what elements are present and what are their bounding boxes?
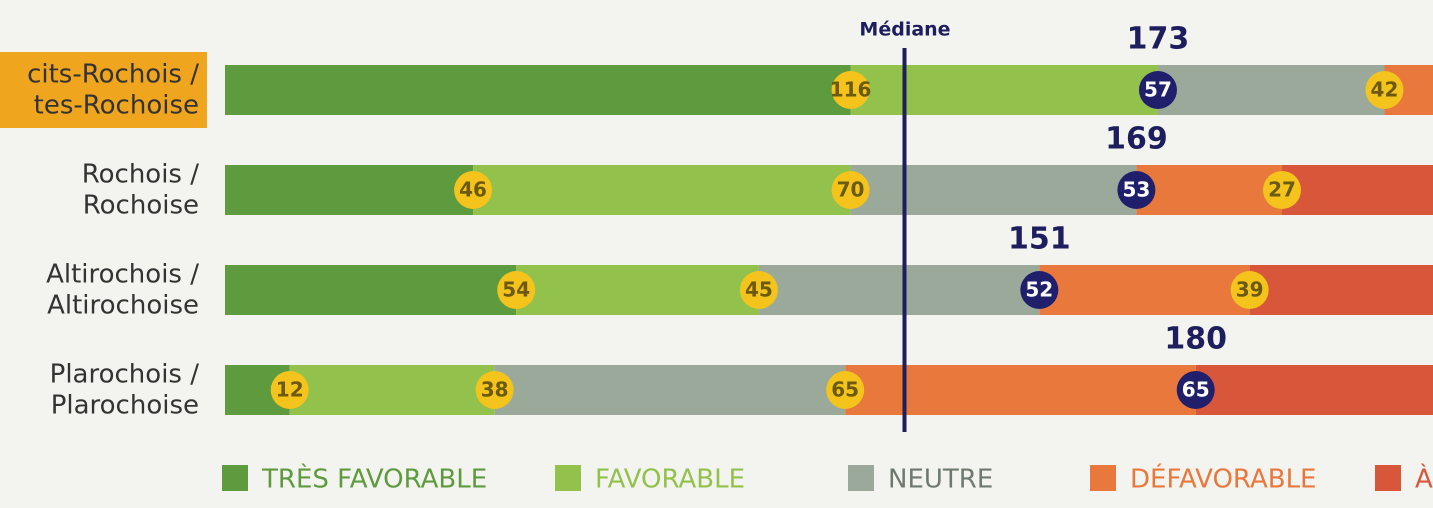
category-label: Rochois / <box>82 160 200 190</box>
legend-swatch <box>1090 465 1116 491</box>
value-label: 45 <box>745 278 773 302</box>
value-badge <box>454 171 493 209</box>
value-label: 116 <box>830 78 872 102</box>
value-badge <box>1230 271 1269 309</box>
bar-segment <box>225 265 517 315</box>
bar-segment <box>758 265 1040 315</box>
value-label: 52 <box>1025 278 1053 302</box>
category-label: Rochoise <box>83 191 199 221</box>
bar-overflow <box>1195 365 1433 415</box>
value-badge <box>1020 271 1059 309</box>
bar-segment <box>850 165 1137 215</box>
value-label: 27 <box>1268 178 1296 202</box>
category-label: Plarochoise <box>51 391 199 421</box>
value-label: 46 <box>459 178 487 202</box>
value-badge <box>475 371 514 409</box>
value-badge <box>739 271 778 309</box>
value-badge <box>1365 71 1404 109</box>
total-label: 180 <box>1164 322 1227 357</box>
legend-label: FAVORABLE <box>595 465 745 495</box>
category-label: Altirochois / <box>46 260 199 290</box>
legend-label: À <box>1415 463 1433 495</box>
value-label: 54 <box>502 278 530 302</box>
value-badge <box>826 371 865 409</box>
value-badge <box>831 171 870 209</box>
bar-segment <box>494 365 846 415</box>
bar-overflow <box>1282 165 1433 215</box>
value-badge <box>270 371 309 409</box>
bar-segment <box>289 365 495 415</box>
category-label: tes-Rochoise <box>34 91 199 121</box>
value-badge <box>1263 171 1301 209</box>
bar-segment <box>1157 65 1385 115</box>
legend-label: NEUTRE <box>888 465 993 495</box>
value-label: 70 <box>837 178 865 202</box>
value-badge <box>497 271 536 309</box>
bar-segment <box>850 65 1158 115</box>
bar-segment <box>516 265 759 315</box>
category-highlight <box>0 52 207 128</box>
value-label: 65 <box>1182 378 1210 402</box>
value-badge <box>1176 371 1215 409</box>
bar-segment <box>1039 265 1250 315</box>
value-label: 57 <box>1144 78 1172 102</box>
value-label: 53 <box>1122 178 1150 202</box>
legend-swatch <box>1375 465 1401 491</box>
bar-segment <box>225 165 474 215</box>
legend-swatch <box>222 465 248 491</box>
category-label: Plarochois / <box>50 360 200 390</box>
value-label: 65 <box>831 378 859 402</box>
total-label: 173 <box>1127 22 1190 57</box>
median-label: Médiane <box>859 19 950 41</box>
category-label: cits-Rochois / <box>27 60 199 90</box>
legend-label: TRÈS FAVORABLE <box>261 463 487 495</box>
total-label: 169 <box>1105 122 1168 157</box>
value-label: 38 <box>481 378 509 402</box>
legend-swatch <box>555 465 581 491</box>
value-badge <box>1138 71 1177 109</box>
value-badge <box>831 71 870 109</box>
value-label: 39 <box>1236 278 1264 302</box>
bar-overflow <box>1249 265 1433 315</box>
value-label: 42 <box>1371 78 1399 102</box>
category-label: Altirochoise <box>47 291 199 321</box>
legend-label: DÉFAVORABLE <box>1130 463 1316 495</box>
bar-segment <box>1136 165 1282 215</box>
bar-segment <box>473 165 851 215</box>
legend-swatch <box>848 465 874 491</box>
bar-segment <box>225 65 851 115</box>
value-badge <box>1117 171 1156 209</box>
total-label: 151 <box>1008 222 1071 257</box>
value-label: 12 <box>276 378 304 402</box>
bar-segment <box>845 365 1196 415</box>
